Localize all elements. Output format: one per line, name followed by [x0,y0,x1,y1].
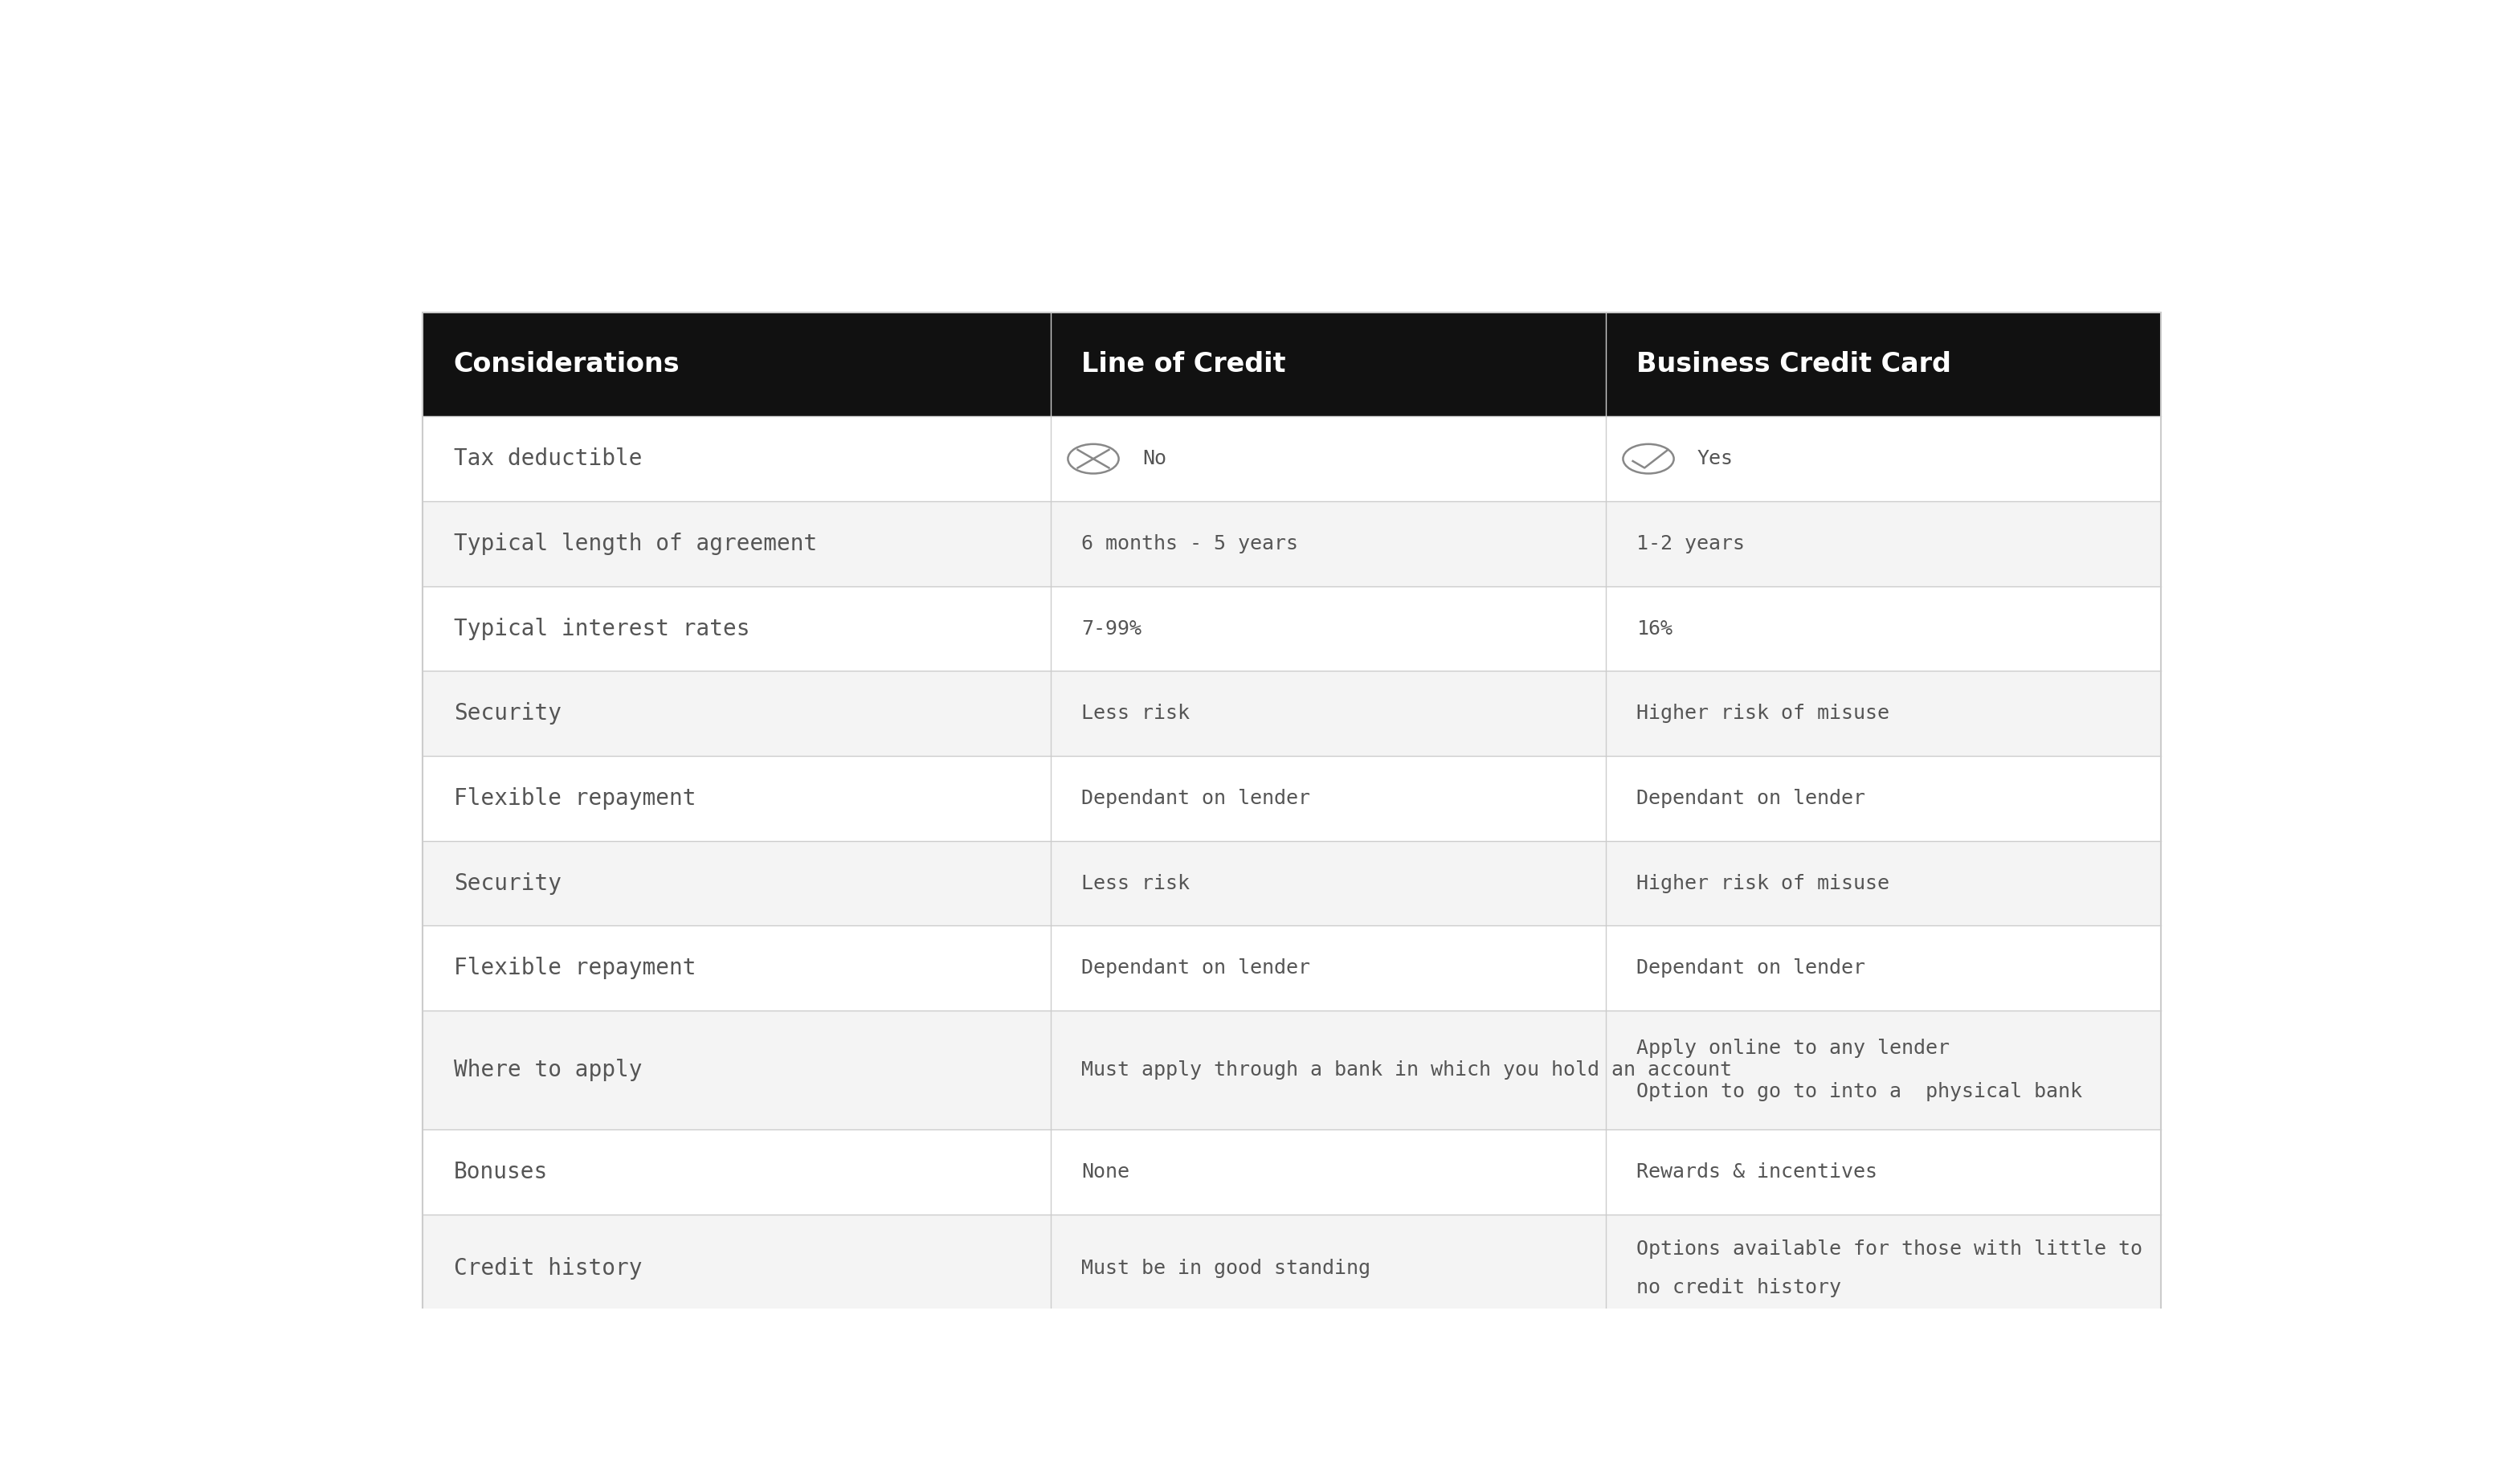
Bar [423,312,1051,416]
Bar [423,670,1051,756]
Bar [423,587,1051,670]
Text: Tax deductible: Tax deductible [454,447,643,470]
Text: Higher risk of misuse: Higher risk of misuse [1635,873,1890,892]
Bar [423,312,2160,1322]
Text: Must be in good standing: Must be in good standing [1081,1258,1371,1277]
Bar [423,1214,1051,1322]
Text: 6 months - 5 years: 6 months - 5 years [1081,534,1298,553]
Bar [1051,416,1605,501]
Bar [423,841,1051,926]
Text: no credit history: no credit history [1635,1277,1842,1297]
Text: Less risk: Less risk [1081,704,1189,723]
Text: Typical interest rates: Typical interest rates [454,617,748,639]
Bar [1051,756,1605,841]
Text: Yes: Yes [1698,450,1734,469]
Bar [1605,670,2160,756]
Text: Less risk: Less risk [1081,873,1189,892]
Text: Apply online to any lender: Apply online to any lender [1635,1039,1950,1058]
Bar [1605,756,2160,841]
Text: Business Credit Card: Business Credit Card [1635,351,1950,378]
Bar [1051,841,1605,926]
Text: Options available for those with little to: Options available for those with little … [1635,1239,2142,1258]
Text: Flexible repayment: Flexible repayment [454,786,696,810]
Bar [423,501,1051,587]
Text: Must apply through a bank in which you hold an account: Must apply through a bank in which you h… [1081,1060,1731,1079]
Text: Dependant on lender: Dependant on lender [1081,958,1310,978]
Bar [423,1010,1051,1129]
Text: 1-2 years: 1-2 years [1635,534,1746,553]
Bar [1051,587,1605,670]
Text: Dependant on lender: Dependant on lender [1081,789,1310,808]
Bar [1605,416,2160,501]
Text: Bonuses: Bonuses [454,1161,547,1183]
Bar [1605,1214,2160,1322]
Text: Rewards & incentives: Rewards & incentives [1635,1163,1877,1182]
Bar [1605,926,2160,1010]
Bar [1051,1129,1605,1214]
Bar [1605,841,2160,926]
Bar [1051,670,1605,756]
Bar [1051,926,1605,1010]
Bar [1605,501,2160,587]
Bar [1605,312,2160,416]
Bar [1605,1129,2160,1214]
Bar [423,1129,1051,1214]
Bar [1605,587,2160,670]
Text: Dependant on lender: Dependant on lender [1635,958,1865,978]
Bar [1051,312,1605,416]
Text: None: None [1081,1163,1129,1182]
Bar [1051,501,1605,587]
Bar [1605,1010,2160,1129]
Text: Line of Credit: Line of Credit [1081,351,1285,378]
Text: Security: Security [454,872,562,895]
Bar [423,756,1051,841]
Text: Credit history: Credit history [454,1257,643,1279]
Bar [423,416,1051,501]
Bar [423,926,1051,1010]
Text: Typical length of agreement: Typical length of agreement [454,532,816,556]
Text: Option to go to into a  physical bank: Option to go to into a physical bank [1635,1082,2082,1101]
Text: Considerations: Considerations [454,351,680,378]
Bar [1051,1010,1605,1129]
Text: Flexible repayment: Flexible repayment [454,957,696,979]
Text: 16%: 16% [1635,619,1673,638]
Text: Security: Security [454,703,562,725]
Text: Dependant on lender: Dependant on lender [1635,789,1865,808]
Bar [1051,1214,1605,1322]
Text: 7-99%: 7-99% [1081,619,1142,638]
Text: No: No [1142,450,1167,469]
Text: Higher risk of misuse: Higher risk of misuse [1635,704,1890,723]
Text: Where to apply: Where to apply [454,1058,643,1082]
